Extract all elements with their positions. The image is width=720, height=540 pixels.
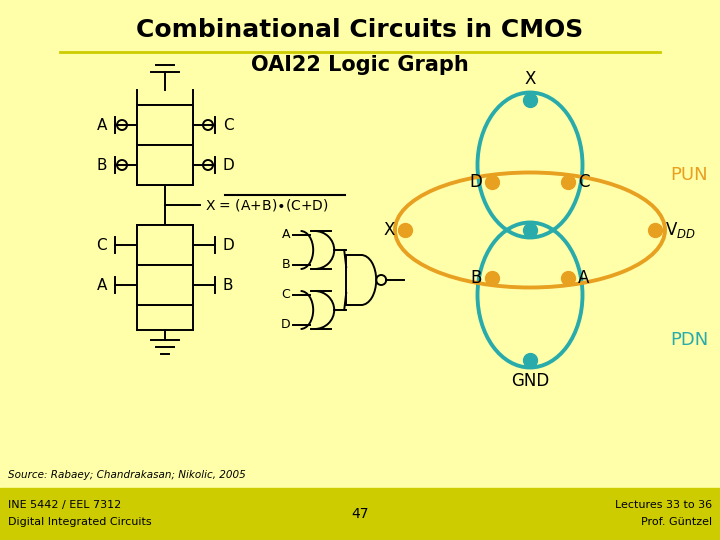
Bar — [137, 225, 193, 265]
Text: D: D — [223, 158, 235, 172]
Text: OAI22 Logic Graph: OAI22 Logic Graph — [251, 55, 469, 75]
Text: 47: 47 — [351, 507, 369, 521]
Text: A: A — [578, 269, 590, 287]
Text: C: C — [578, 173, 590, 191]
Text: X = (A+B)$\bullet$(C+D): X = (A+B)$\bullet$(C+D) — [205, 197, 329, 213]
Bar — [137, 145, 193, 185]
Text: Lectures 33 to 36: Lectures 33 to 36 — [615, 500, 712, 510]
Bar — [137, 265, 193, 305]
Text: D: D — [280, 319, 290, 332]
Text: Combinational Circuits in CMOS: Combinational Circuits in CMOS — [136, 18, 584, 42]
Text: A: A — [282, 228, 290, 241]
Text: B: B — [471, 269, 482, 287]
Text: PDN: PDN — [670, 331, 708, 349]
Bar — [137, 105, 193, 145]
Text: Source: Rabaey; Chandrakasan; Nikolic, 2005: Source: Rabaey; Chandrakasan; Nikolic, 2… — [8, 470, 246, 480]
Text: V$_{DD}$: V$_{DD}$ — [665, 220, 696, 240]
Text: D: D — [469, 173, 482, 191]
Text: Digital Integrated Circuits: Digital Integrated Circuits — [8, 517, 152, 527]
Text: B: B — [282, 259, 290, 272]
Text: PUN: PUN — [670, 166, 708, 184]
Text: Prof. Güntzel: Prof. Güntzel — [641, 517, 712, 527]
Text: C: C — [223, 118, 233, 132]
Text: C: C — [96, 238, 107, 253]
Text: B: B — [223, 278, 233, 293]
Text: B: B — [96, 158, 107, 172]
Text: X: X — [524, 70, 536, 88]
Text: GND: GND — [511, 372, 549, 390]
Bar — [137, 225, 193, 265]
Bar — [137, 145, 193, 185]
Bar — [137, 265, 193, 305]
Text: C: C — [282, 288, 290, 301]
Text: A: A — [96, 278, 107, 293]
Text: INE 5442 / EEL 7312: INE 5442 / EEL 7312 — [8, 500, 121, 510]
Text: A: A — [96, 118, 107, 132]
Bar — [137, 105, 193, 145]
Text: D: D — [223, 238, 235, 253]
Bar — [0, 488, 720, 540]
Text: X: X — [384, 221, 395, 239]
